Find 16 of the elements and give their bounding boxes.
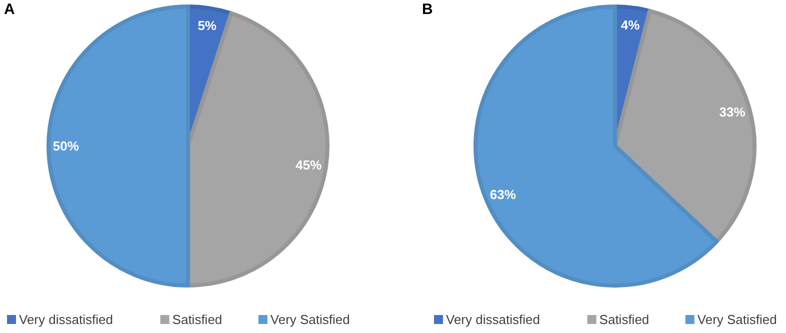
data-label: 45% [296,158,322,173]
legend-label: Satisfied [599,312,650,327]
chart-title: B [422,1,433,18]
data-label: 33% [719,104,746,120]
legend-label: Very dissatisfied [446,312,540,327]
chart-title: A [4,1,15,18]
data-label: 50% [52,138,80,154]
pie-slice [46,4,190,288]
legend-label: Very Satisfied [270,312,350,327]
data-label: 63% [490,187,516,202]
legend-label: Satisfied [172,312,222,327]
data-label: 5% [198,18,217,33]
legend-label: Very Satisfied [697,312,777,327]
data-label: 4% [620,17,640,32]
legend-label: Very dissatisfied [19,312,113,327]
pie-slice [186,11,330,288]
